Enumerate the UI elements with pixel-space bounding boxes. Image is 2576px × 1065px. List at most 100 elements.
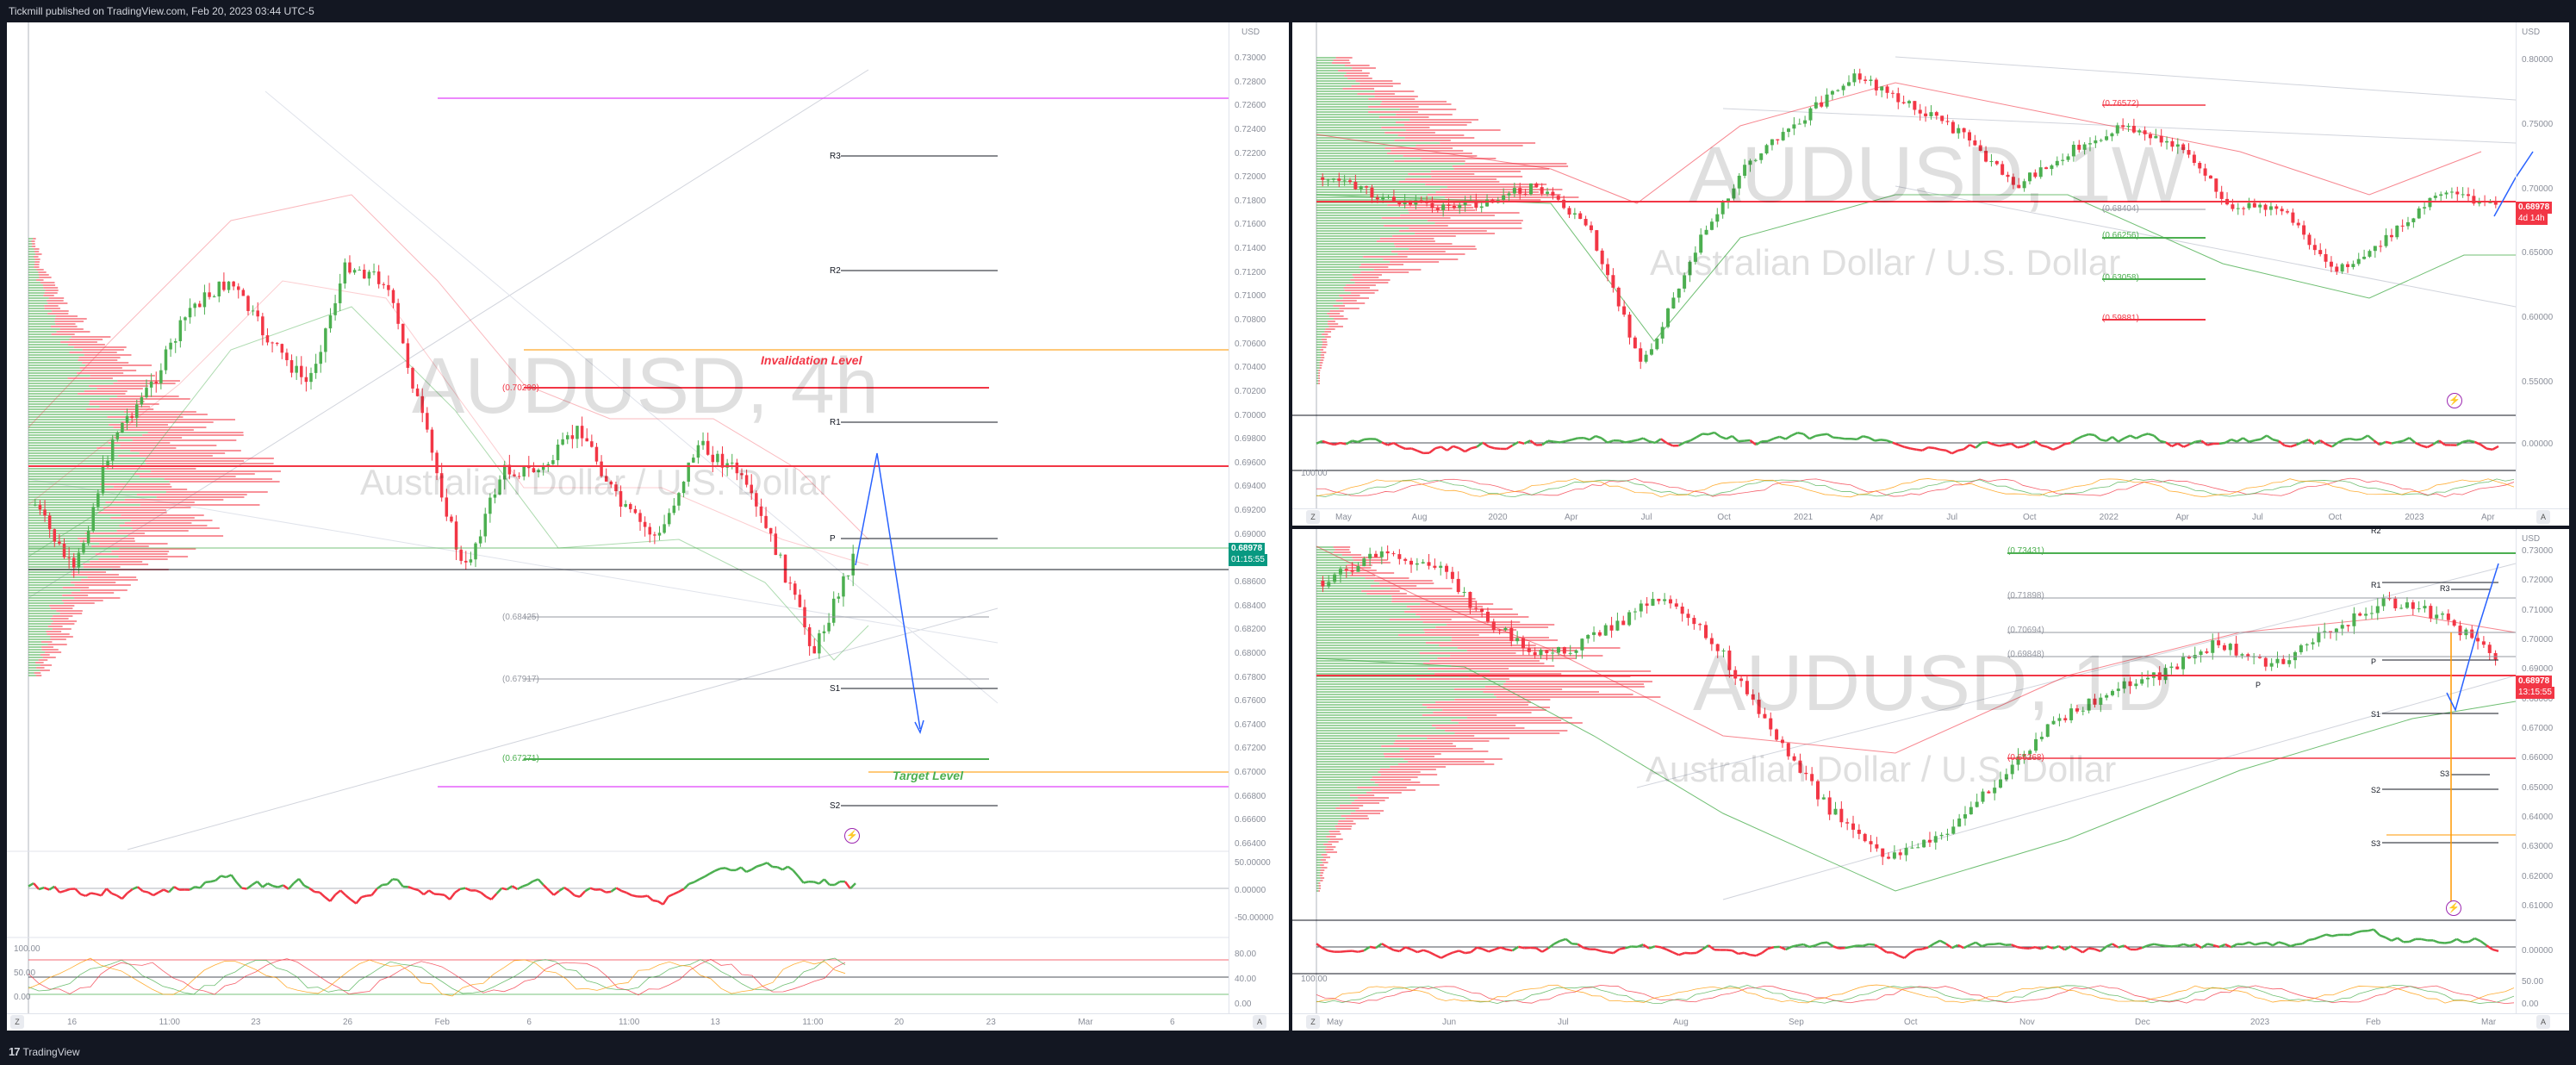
volume-profile-down [49, 605, 75, 607]
fib-label-b: (0.71898) [2007, 591, 2044, 601]
timezone-button[interactable]: Z [1306, 510, 1320, 524]
candle-body [779, 554, 782, 556]
oscillator-line [2266, 434, 2274, 441]
candle-body [2281, 658, 2286, 664]
axis-tick: 50.00 [2522, 977, 2544, 987]
volume-profile-up [28, 269, 37, 271]
chart-1d-svg[interactable] [1292, 529, 2569, 1031]
candle-body [788, 582, 792, 584]
oscillator-line [2456, 440, 2464, 446]
oscillator-line [2017, 945, 2024, 950]
candle-body [701, 440, 705, 445]
volume-profile-up [28, 411, 124, 413]
volume-profile-down [32, 243, 35, 245]
axis-tick: 0.69800 [1235, 434, 1266, 445]
candle-body [1458, 204, 1462, 209]
oscillator-line [2088, 947, 2095, 950]
tradingview-logo[interactable]: 17 TradingView [9, 1039, 80, 1065]
time-tick: Oct [2023, 513, 2037, 522]
auto-scale-button[interactable]: A [2536, 510, 2550, 524]
price-axis-4h[interactable]: USD 0.73000 0.72800 0.72600 0.72400 0.72200 0… [1229, 22, 1289, 1013]
volume-profile-down [119, 548, 196, 550]
volume-profile-up [28, 478, 165, 480]
volume-profile-down [1328, 321, 1335, 322]
oscillator-line [2421, 937, 2428, 942]
oscillator-line [2218, 441, 2226, 445]
volume-profile-down [1466, 650, 1577, 651]
volume-profile-down [79, 367, 122, 369]
lightning-alert-icon[interactable]: ⚡ [2447, 393, 2462, 408]
candle-body [1657, 598, 1661, 601]
volume-profile-down [1453, 688, 1563, 690]
stoch-line [1316, 477, 2515, 498]
chart-panel-1d[interactable]: AUDUSD, 1D Australian Dollar / U.S. Doll… [1292, 529, 2569, 1031]
volume-profile-up [1316, 264, 1361, 265]
volume-profile-down [1445, 196, 1579, 198]
fib-label-a: (0.70290) [502, 383, 539, 393]
volume-profile-up [1316, 284, 1347, 286]
candle-body [2016, 756, 2020, 765]
candle-body [469, 559, 473, 563]
oscillator-line [1969, 941, 1976, 946]
lightning-alert-icon[interactable]: ⚡ [844, 828, 860, 844]
volume-profile-up [28, 512, 99, 514]
auto-scale-button[interactable]: A [1253, 1015, 1266, 1029]
chart-panel-1w[interactable]: AUDUSD, 1W Australian Dollar / U.S. Doll… [1292, 22, 2569, 526]
time-axis-4h[interactable]: 16 11:00 23 26 Feb 6 11:00 13 11:00 20 23 Mar 6 [7, 1013, 1289, 1031]
volume-profile-down [43, 287, 59, 289]
volume-profile-down [53, 615, 73, 617]
lightning-alert-icon[interactable]: ⚡ [2446, 900, 2461, 916]
volume-profile-down [1399, 750, 1489, 752]
auto-scale-button[interactable]: A [2536, 1015, 2550, 1029]
volume-profile-down [1400, 215, 1495, 216]
oscillator-line [2165, 441, 2173, 448]
volume-profile-up [1316, 701, 1436, 703]
volume-profile-up [1316, 645, 1440, 646]
candle-body [2121, 125, 2125, 128]
oscillator-line [2249, 439, 2256, 443]
price-axis-1w[interactable]: USD 0.80000 0.75000 0.70000 0.65000 0.60000 0… [2516, 22, 2569, 508]
volume-profile-up [28, 672, 34, 674]
volume-profile-up [1316, 240, 1377, 242]
chart-4h-svg[interactable] [7, 22, 1289, 1031]
candle-body [2134, 683, 2138, 687]
candle-body [474, 543, 477, 560]
candle-body [1379, 551, 1384, 557]
oscillator-line [2081, 433, 2089, 438]
volume-profile-up [1316, 220, 1428, 221]
time-axis-1d[interactable]: May Jun Jul Aug Sep Oct Nov Dec 2023 Feb Mar [1292, 1013, 2569, 1031]
oscillator-line [1939, 939, 1947, 945]
volume-profile-down [59, 328, 84, 330]
oscillator-line [1726, 434, 1733, 440]
chart-1w-svg[interactable] [1292, 22, 2569, 526]
oscillator-line [1951, 944, 1959, 950]
oscillator-line [1927, 445, 1935, 450]
oscillator-line [1648, 439, 1656, 445]
chart-panel-4h[interactable]: AUDUSD, 4h Australian Dollar / U.S. Doll… [7, 22, 1289, 1031]
candle-body [1962, 128, 1966, 133]
time-axis-1w[interactable]: May Aug 2020 Apr Jul Oct 2021 Apr Jul Oct 2022 Apr J… [1292, 508, 2569, 526]
candle-body [2039, 737, 2044, 739]
timezone-button[interactable]: Z [1306, 1015, 1320, 1029]
candle-body [1934, 112, 1938, 116]
volume-profile-up [1316, 62, 1332, 64]
price-axis-1d[interactable]: USD 0.73000 0.72000 0.71000 0.70000 0.69000 0… [2516, 529, 2569, 1013]
volume-profile-up [1316, 779, 1371, 781]
oscillator-line [2195, 439, 2202, 443]
volume-profile-down [40, 641, 53, 643]
timezone-button[interactable]: Z [10, 1015, 24, 1029]
candle-body [1957, 818, 1962, 827]
volume-profile-down [1378, 784, 1440, 786]
volume-profile-down [1333, 546, 1351, 548]
volume-profile-up [1316, 681, 1506, 682]
candle-body [1491, 621, 1496, 631]
oscillator-line [1470, 946, 1478, 954]
volume-profile-up [28, 297, 49, 299]
oscillator-line [423, 889, 430, 896]
candle-body [2006, 174, 2010, 178]
volume-profile-down [121, 514, 204, 516]
volume-profile-down [1403, 124, 1467, 126]
oscillator-line [1601, 437, 1608, 444]
candle-body [67, 557, 71, 558]
candle-body [2214, 178, 2218, 192]
